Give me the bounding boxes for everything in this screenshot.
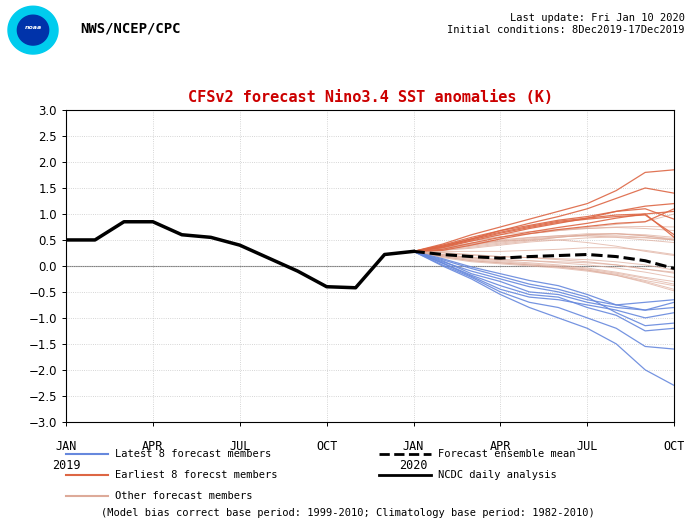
Text: OCT: OCT xyxy=(316,440,337,453)
Text: JAN: JAN xyxy=(56,440,76,453)
Text: Forecast ensemble mean: Forecast ensemble mean xyxy=(438,449,575,460)
Title: CFSv2 forecast Nino3.4 SST anomalies (K): CFSv2 forecast Nino3.4 SST anomalies (K) xyxy=(188,90,553,105)
Text: OCT: OCT xyxy=(664,440,685,453)
Text: 2020: 2020 xyxy=(399,459,428,472)
Text: Last update: Fri Jan 10 2020: Last update: Fri Jan 10 2020 xyxy=(509,13,685,23)
Text: Earliest 8 forecst members: Earliest 8 forecst members xyxy=(115,470,277,481)
Text: APR: APR xyxy=(490,440,511,453)
Text: Initial conditions: 8Dec2019-17Dec2019: Initial conditions: 8Dec2019-17Dec2019 xyxy=(447,25,685,35)
Text: NCDC daily analysis: NCDC daily analysis xyxy=(438,470,557,481)
Text: APR: APR xyxy=(142,440,163,453)
Polygon shape xyxy=(17,15,49,45)
Text: noaa: noaa xyxy=(24,25,42,30)
Text: Latest 8 forecast members: Latest 8 forecast members xyxy=(115,449,271,460)
Text: JAN: JAN xyxy=(403,440,424,453)
Text: JUL: JUL xyxy=(577,440,598,453)
Text: (Model bias correct base period: 1999-2010; Climatology base period: 1982-2010): (Model bias correct base period: 1999-20… xyxy=(101,508,594,518)
Text: Other forecast members: Other forecast members xyxy=(115,491,252,501)
Polygon shape xyxy=(8,6,58,54)
Text: JUL: JUL xyxy=(229,440,250,453)
Text: NWS/NCEP/CPC: NWS/NCEP/CPC xyxy=(80,22,181,36)
Text: 2019: 2019 xyxy=(51,459,81,472)
